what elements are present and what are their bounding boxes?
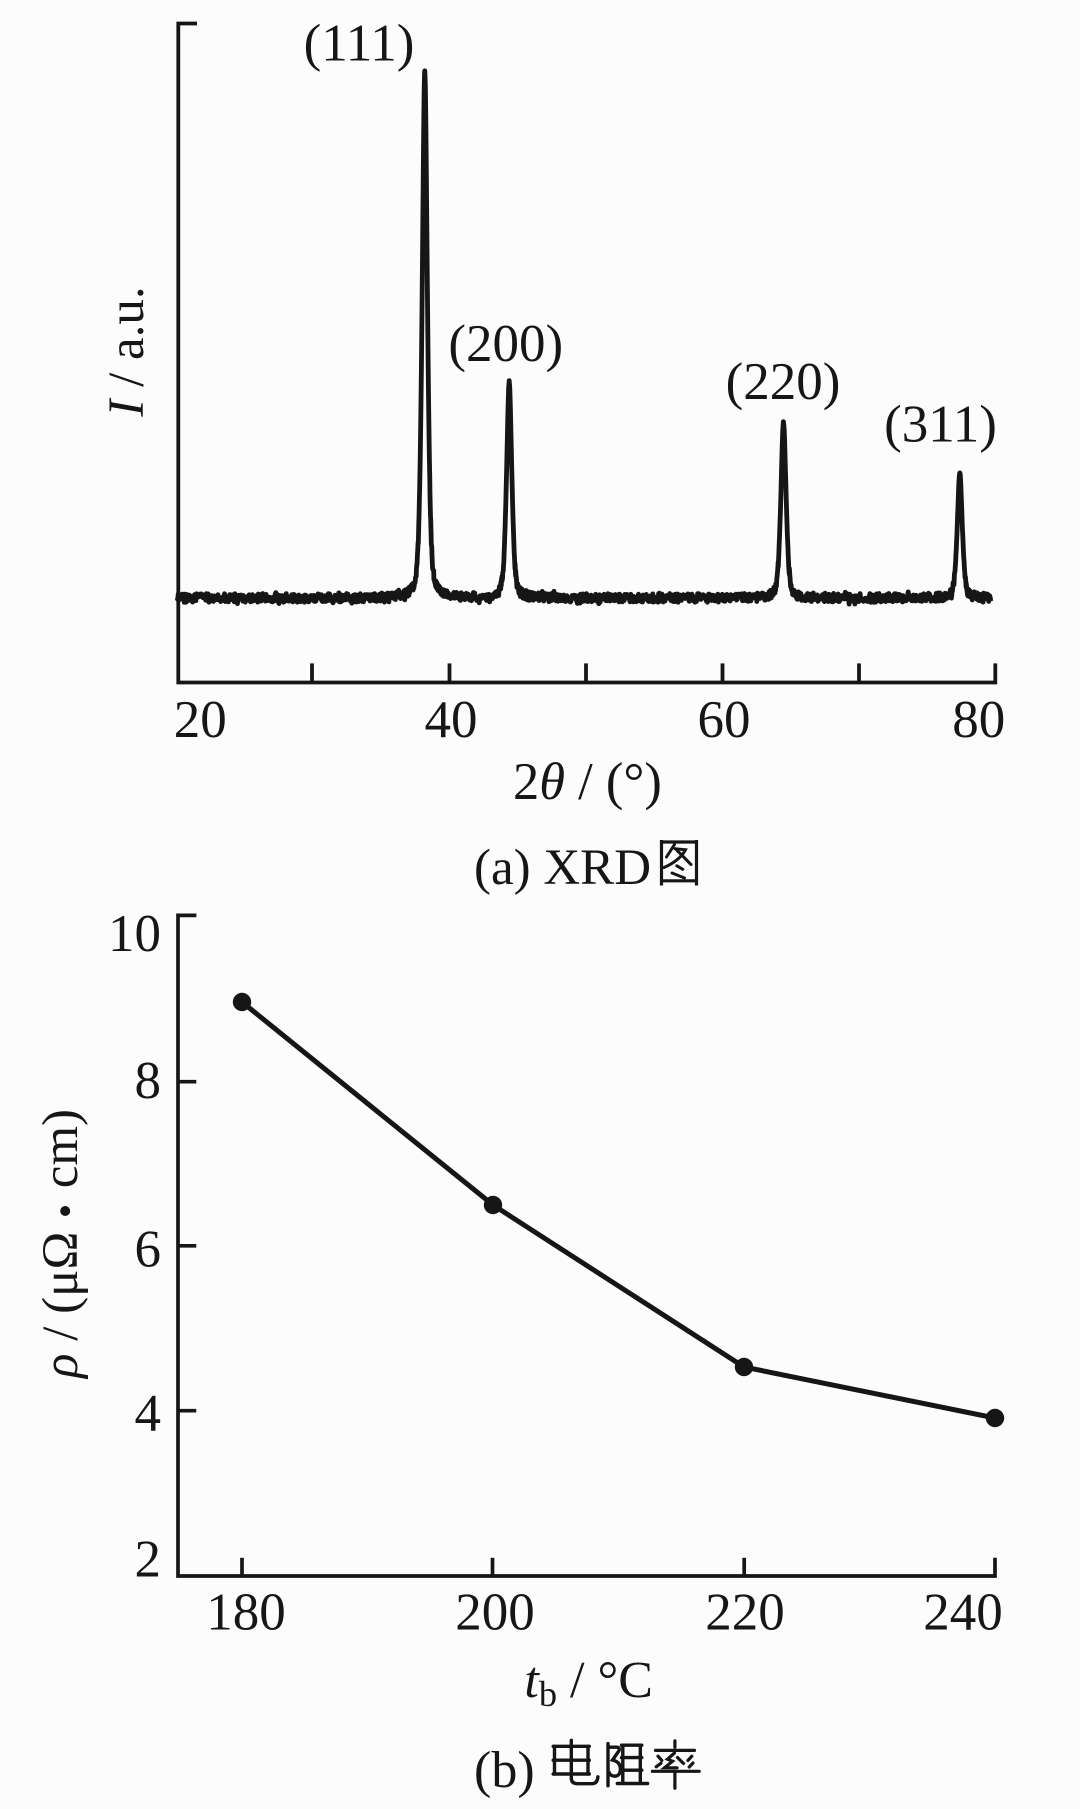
svg-text:20: 20 [174,691,227,749]
svg-text:220: 220 [705,1583,785,1641]
svg-text:(a) XRD: (a) XRD [474,840,651,896]
svg-text:4: 4 [135,1385,162,1443]
svg-text:(200): (200) [448,315,563,373]
svg-text:10: 10 [108,905,161,963]
svg-text:200: 200 [455,1583,535,1641]
svg-text:(111): (111) [304,15,415,73]
svg-text:2θ / (°): 2θ / (°) [513,753,662,811]
svg-text:(220): (220) [726,353,841,411]
svg-text:(b): (b) [474,1742,535,1799]
svg-text:40: 40 [425,691,478,749]
svg-text:80: 80 [952,691,1005,749]
svg-text:2: 2 [135,1531,162,1589]
svg-text:240: 240 [923,1583,1003,1641]
svg-text:tb / °C: tb / °C [524,1652,653,1714]
svg-text:6: 6 [135,1221,162,1279]
svg-text:180: 180 [206,1583,286,1641]
svg-text:(311): (311) [884,396,997,454]
svg-text:I / a.u.: I / a.u. [99,286,155,417]
svg-text:60: 60 [698,691,751,749]
svg-text:ρ / (μΩ • cm): ρ / (μΩ • cm) [33,1109,89,1380]
svg-text:8: 8 [135,1052,162,1110]
